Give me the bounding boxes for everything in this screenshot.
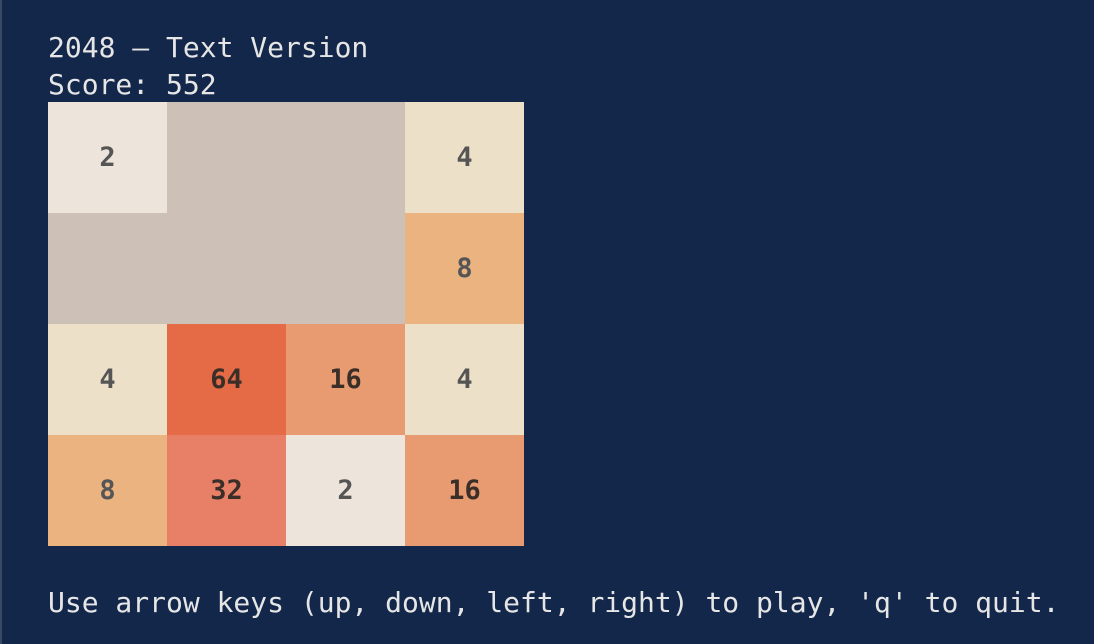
score-display: Score: 552 (48, 68, 217, 101)
tile-r1c3 (286, 102, 405, 213)
tile-r4c2: 32 (167, 435, 286, 546)
tile-r3c4: 4 (405, 324, 524, 435)
tile-r3c2: 64 (167, 324, 286, 435)
window-edge (0, 0, 2, 644)
tile-r2c3 (286, 213, 405, 324)
tile-r2c1 (48, 213, 167, 324)
controls-instructions: Use arrow keys (up, down, left, right) t… (48, 586, 1060, 619)
tile-r4c4: 16 (405, 435, 524, 546)
tile-r2c4: 8 (405, 213, 524, 324)
game-title: 2048 – Text Version (48, 31, 369, 64)
tile-r1c4: 4 (405, 102, 524, 213)
tile-r1c2 (167, 102, 286, 213)
tile-r2c2 (167, 213, 286, 324)
tile-r3c3: 16 (286, 324, 405, 435)
tile-r4c3: 2 (286, 435, 405, 546)
tile-r4c1: 8 (48, 435, 167, 546)
tile-r3c1: 4 (48, 324, 167, 435)
tile-r1c1: 2 (48, 102, 167, 213)
game-board: 2 4 8 4 64 16 4 8 32 2 16 (48, 102, 524, 546)
